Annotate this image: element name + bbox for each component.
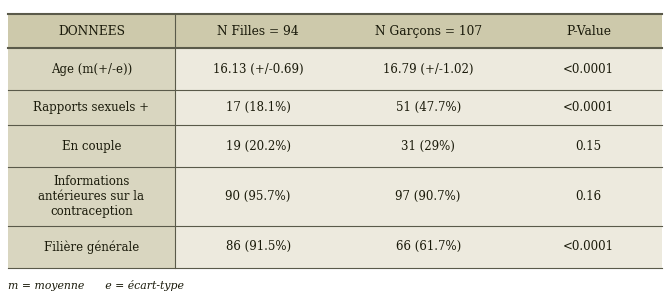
- Text: Filière générale: Filière générale: [44, 240, 139, 254]
- Bar: [342, 226, 515, 268]
- Text: N Filles = 94: N Filles = 94: [217, 25, 299, 38]
- Text: 86 (91.5%): 86 (91.5%): [226, 241, 291, 253]
- Bar: [8, 226, 175, 268]
- Bar: [175, 226, 342, 268]
- Text: Rapports sexuels +: Rapports sexuels +: [34, 101, 149, 114]
- Bar: [342, 90, 515, 125]
- Bar: [342, 48, 515, 90]
- Bar: [515, 167, 662, 226]
- Bar: [8, 48, 175, 90]
- Text: Age (m(+/-e)): Age (m(+/-e)): [51, 63, 132, 76]
- Text: <0.0001: <0.0001: [563, 63, 614, 76]
- Text: 0.16: 0.16: [576, 190, 602, 203]
- Text: 17 (18.1%): 17 (18.1%): [226, 101, 291, 114]
- Text: N Garçons = 107: N Garçons = 107: [375, 25, 482, 38]
- Text: <0.0001: <0.0001: [563, 101, 614, 114]
- Text: DONNEES: DONNEES: [58, 25, 125, 38]
- Text: 16.13 (+/-0.69): 16.13 (+/-0.69): [213, 63, 304, 76]
- Text: 51 (47.7%): 51 (47.7%): [395, 101, 461, 114]
- Bar: [515, 226, 662, 268]
- Text: 90 (95.7%): 90 (95.7%): [226, 190, 291, 203]
- Text: 31 (29%): 31 (29%): [401, 140, 455, 152]
- Bar: [175, 14, 342, 48]
- Text: m = moyenne      e = écart-type: m = moyenne e = écart-type: [8, 280, 184, 291]
- Bar: [515, 48, 662, 90]
- Bar: [515, 125, 662, 167]
- Bar: [515, 14, 662, 48]
- Bar: [8, 125, 175, 167]
- Text: 16.79 (+/-1.02): 16.79 (+/-1.02): [383, 63, 474, 76]
- Bar: [175, 167, 342, 226]
- Bar: [8, 90, 175, 125]
- Bar: [342, 167, 515, 226]
- Bar: [342, 14, 515, 48]
- Text: 66 (61.7%): 66 (61.7%): [395, 241, 461, 253]
- Bar: [342, 125, 515, 167]
- Bar: [8, 167, 175, 226]
- Text: 0.15: 0.15: [576, 140, 602, 152]
- Text: <0.0001: <0.0001: [563, 241, 614, 253]
- Text: 19 (20.2%): 19 (20.2%): [226, 140, 291, 152]
- Bar: [175, 90, 342, 125]
- Text: P-Value: P-Value: [566, 25, 611, 38]
- Bar: [8, 14, 175, 48]
- Text: En couple: En couple: [62, 140, 121, 152]
- Text: Informations
antérieures sur la
contraception: Informations antérieures sur la contrace…: [38, 175, 145, 218]
- Bar: [515, 90, 662, 125]
- Text: 97 (90.7%): 97 (90.7%): [395, 190, 461, 203]
- Bar: [175, 48, 342, 90]
- Bar: [175, 125, 342, 167]
